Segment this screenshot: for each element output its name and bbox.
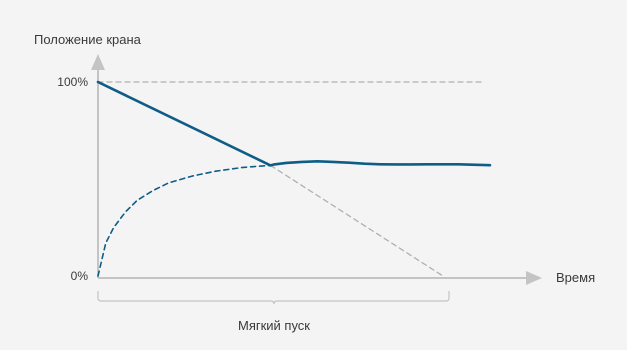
soft-start-ramp-line — [97, 164, 272, 277]
initial-ramp-guide-line — [269, 164, 444, 277]
soft-start-label: Мягкий пуск — [238, 318, 310, 333]
actual-position-line — [96, 80, 492, 167]
x-axis-arrow — [526, 271, 542, 285]
y-tick-label-0: 0% — [71, 269, 89, 283]
soft-start-brace — [97, 291, 450, 305]
y-tick-label-100: 100% — [57, 75, 88, 89]
y-axis-arrow — [91, 54, 105, 70]
y-axis-label: Положение крана — [34, 32, 142, 47]
x-axis-label: Время — [556, 270, 595, 285]
